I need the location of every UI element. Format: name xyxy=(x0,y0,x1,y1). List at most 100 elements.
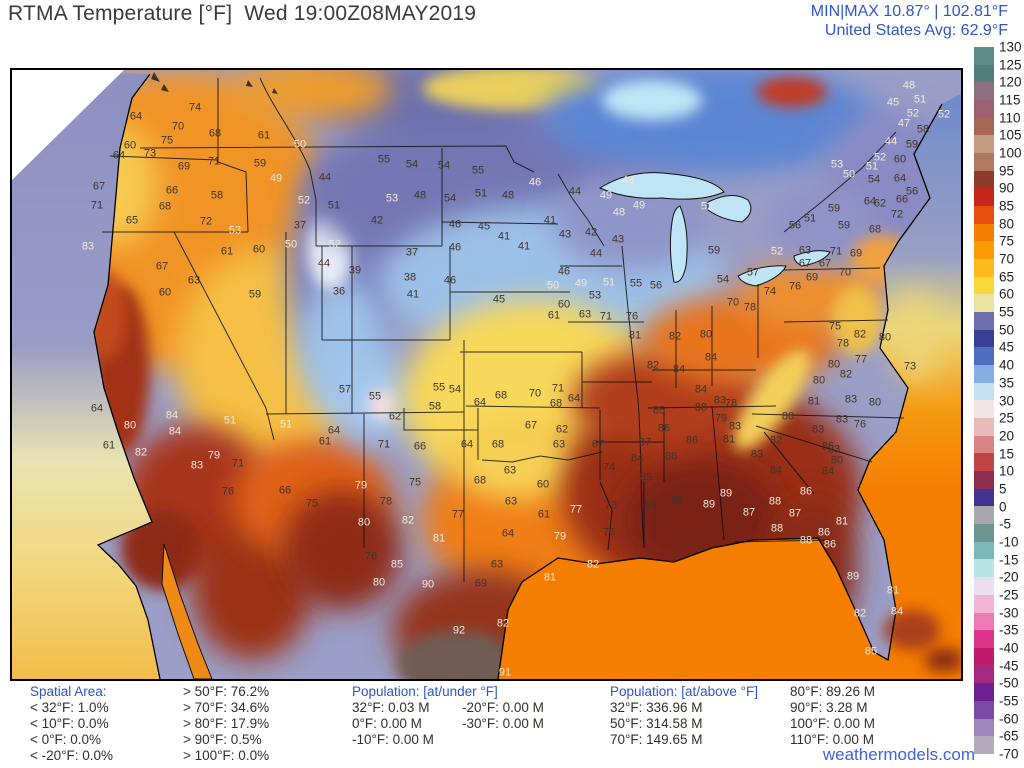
temp-label: 45 xyxy=(886,96,900,109)
temp-label: 58 xyxy=(210,189,224,202)
stats-panel: Spatial Area: < 32°F: 1.0% < 10°F: 0.0% < 0… xyxy=(0,680,1024,768)
temp-label: 89 xyxy=(719,487,733,500)
temp-label: 67 xyxy=(524,419,538,432)
temp-label: 76 xyxy=(221,485,235,498)
temp-label: 83 xyxy=(844,393,858,406)
temp-label: 55 xyxy=(471,164,485,177)
temp-label: 87 xyxy=(788,507,802,520)
temp-label: 84 xyxy=(821,465,835,478)
temp-label: 58 xyxy=(916,123,930,136)
colorbar-cell xyxy=(974,612,994,631)
colorbar-tick-label: -10 xyxy=(999,534,1019,550)
colorbar-cell xyxy=(974,382,994,401)
temp-label: 86 xyxy=(821,440,835,453)
temp-label: 44 xyxy=(589,247,603,260)
temp-label: 80 xyxy=(372,576,386,589)
temp-label: 87 xyxy=(742,506,756,519)
temp-label: 43 xyxy=(611,233,625,246)
colorbar-tick-label: 25 xyxy=(999,410,1015,426)
stat-line: > 70°F: 34.6% xyxy=(183,700,270,715)
temp-label: 81 xyxy=(722,433,736,446)
stat-line: < 0°F: 0.0% xyxy=(30,732,102,747)
colorbar-tick-label: 65 xyxy=(999,269,1015,285)
temp-label: 82 xyxy=(401,514,415,527)
temperature-labels: 74 70 75 68 64 60 64 73 69 71 61 59 67 66 58 71 68 65 72 83… xyxy=(12,70,961,679)
temp-label: 82 xyxy=(853,328,867,341)
stat-line: 100°F: 0.00 M xyxy=(790,716,875,731)
temp-label: 86 xyxy=(685,434,699,447)
map-graphic xyxy=(12,70,961,679)
state-borders xyxy=(102,77,905,582)
watermark-link[interactable]: weathermodels.com xyxy=(822,745,975,764)
stat-line: Spatial Area: xyxy=(30,684,107,699)
colorbar-tick-label: -70 xyxy=(999,746,1019,762)
colorbar-cell xyxy=(974,100,994,118)
temp-label: 61 xyxy=(547,309,561,322)
temp-label: 68 xyxy=(208,127,222,140)
temp-label: 85 xyxy=(390,558,404,571)
colorbar-tick-label: 40 xyxy=(999,357,1015,373)
colorbar-cell xyxy=(974,312,994,330)
temp-label: 59 xyxy=(837,219,851,232)
stat-line: 0°F: 0.00 M xyxy=(352,716,422,731)
colorbar-cell xyxy=(974,223,994,242)
temp-label: 83 xyxy=(713,394,727,407)
temp-label: 80 xyxy=(123,419,137,432)
temp-label: 49 xyxy=(599,189,613,202)
temp-label: 83 xyxy=(81,240,95,253)
temp-label: 71 xyxy=(551,382,565,395)
temp-label: 82 xyxy=(668,330,682,343)
colorbar-tick-label: -35 xyxy=(999,622,1019,638)
colorbar-cell xyxy=(974,153,994,171)
temp-label: 64 xyxy=(501,527,515,540)
temp-label: 64 xyxy=(112,149,126,162)
temp-label: 82 xyxy=(496,617,510,630)
temp-label: 59 xyxy=(905,138,919,151)
temp-label: 64 xyxy=(460,438,474,451)
temp-label: 51 xyxy=(913,93,927,106)
temp-label: 63 xyxy=(552,438,566,451)
temp-label: 77 xyxy=(569,503,583,516)
temp-label: 88 xyxy=(768,495,782,508)
temp-label: 46 xyxy=(557,265,571,278)
colorbar-cell xyxy=(974,259,994,277)
temp-label: 59 xyxy=(248,288,262,301)
temp-label: 38 xyxy=(403,271,417,284)
temp-label: 51 xyxy=(865,160,879,173)
temp-label: 55 xyxy=(432,381,446,394)
great-lakes xyxy=(598,172,831,287)
colorbar-cell xyxy=(974,82,994,101)
temperature-field xyxy=(32,70,961,679)
colorbar-tick-label: 95 xyxy=(999,163,1015,179)
temp-label: 61 xyxy=(318,435,332,448)
colorbar-cell xyxy=(974,665,994,684)
temp-label: 83 xyxy=(190,459,204,472)
colorbar-tick-label: 0 xyxy=(999,499,1007,515)
colorbar-tick-label: 120 xyxy=(999,74,1022,90)
temp-label: 72 xyxy=(890,208,904,221)
temp-label: 75 xyxy=(408,476,422,489)
spatial-area-column: Spatial Area: < 32°F: 1.0% < 10°F: 0.0% < 0… xyxy=(30,684,113,764)
temp-label: 80 xyxy=(878,331,892,344)
temp-label: 54 xyxy=(448,383,462,396)
temp-label: 71 xyxy=(90,199,104,212)
temp-label: 74 xyxy=(763,285,777,298)
temp-label: 42 xyxy=(370,214,384,227)
temp-label: 68 xyxy=(491,438,505,451)
temp-label: 60 xyxy=(158,286,172,299)
temp-label: 61 xyxy=(257,129,271,142)
temp-label: 67 xyxy=(798,257,812,270)
colorbar-cell xyxy=(974,453,994,472)
colorbar-cell xyxy=(974,683,994,701)
stat-line: < 32°F: 1.0% xyxy=(30,700,109,715)
temp-label: 90 xyxy=(421,578,435,591)
page-title: RTMA Temperature [°F] Wed 19:00Z08MAY201… xyxy=(8,2,477,25)
temp-label: 79 xyxy=(553,530,567,543)
colorbar-tick-label: 20 xyxy=(999,428,1015,444)
temperature-map: 74 70 75 68 64 60 64 73 69 71 61 59 67 66 58 71 68 65 72 83… xyxy=(10,68,963,681)
temp-label: 78 xyxy=(724,397,738,410)
temp-label: 80 xyxy=(827,358,841,371)
colorbar-tick-label: 60 xyxy=(999,286,1015,302)
stat-line: 80°F: 89.26 M xyxy=(790,684,875,699)
